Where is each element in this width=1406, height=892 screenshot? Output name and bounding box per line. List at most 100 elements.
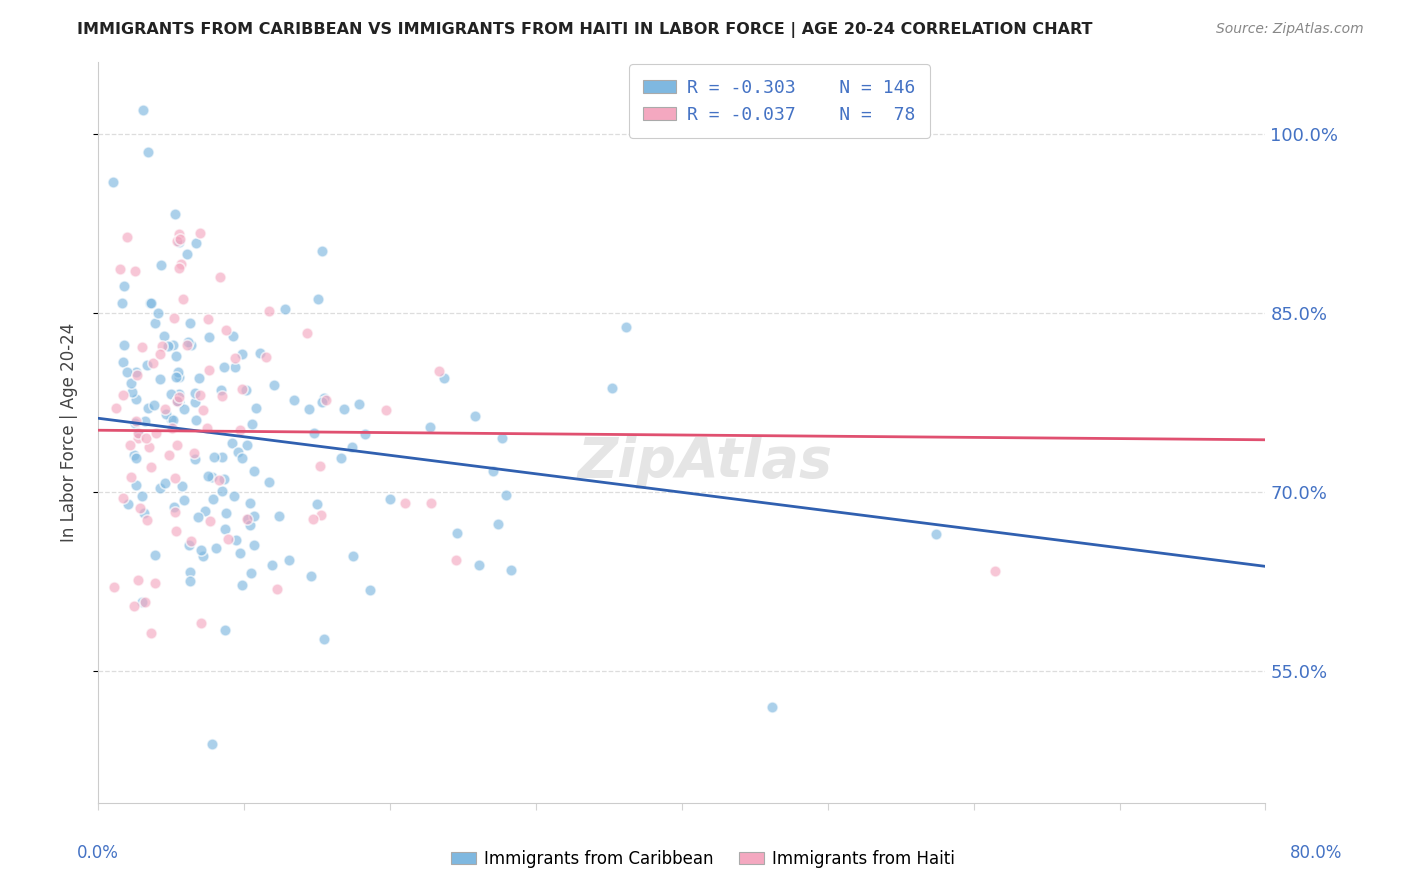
- Point: [112, 491, 135, 506]
- Point: [139, 626, 162, 640]
- Point: [184, 451, 207, 466]
- Point: [125, 365, 148, 379]
- Point: [188, 388, 211, 402]
- Point: [464, 409, 486, 423]
- Point: [420, 496, 443, 510]
- Point: [124, 264, 146, 278]
- Point: [245, 401, 267, 416]
- Point: [139, 459, 162, 474]
- Point: [159, 412, 181, 426]
- Point: [163, 504, 186, 518]
- Point: [197, 421, 219, 435]
- Point: [145, 426, 167, 441]
- Point: [124, 416, 146, 430]
- Point: [146, 305, 169, 319]
- Point: [120, 470, 142, 484]
- Point: [198, 362, 221, 376]
- Point: [225, 533, 247, 548]
- Point: [143, 398, 166, 412]
- Point: [419, 420, 441, 434]
- Point: [117, 497, 139, 511]
- Point: [134, 415, 156, 429]
- Point: [312, 391, 335, 405]
- Point: [236, 512, 259, 526]
- Point: [110, 262, 132, 277]
- Point: [115, 365, 138, 379]
- Point: [374, 403, 396, 417]
- Point: [162, 413, 184, 427]
- Point: [204, 541, 226, 555]
- Point: [243, 508, 266, 523]
- Point: [157, 339, 180, 353]
- Point: [112, 338, 135, 352]
- Point: [165, 349, 187, 363]
- Point: [115, 229, 138, 244]
- Point: [224, 351, 246, 365]
- Point: [211, 389, 233, 403]
- Point: [165, 370, 187, 384]
- Point: [239, 518, 262, 533]
- Point: [249, 346, 271, 360]
- Point: [112, 388, 135, 402]
- Point: [190, 227, 212, 241]
- Point: [311, 395, 333, 409]
- Point: [260, 558, 283, 572]
- Point: [105, 401, 128, 416]
- Point: [342, 549, 364, 563]
- Point: [501, 563, 523, 577]
- Point: [239, 566, 262, 581]
- Point: [254, 350, 277, 364]
- Point: [315, 392, 337, 407]
- Point: [153, 475, 176, 490]
- Point: [176, 246, 198, 260]
- Point: [197, 330, 219, 344]
- Point: [131, 595, 153, 609]
- Point: [302, 426, 325, 441]
- Point: [347, 397, 370, 411]
- Point: [153, 329, 176, 343]
- Point: [353, 426, 375, 441]
- Point: [169, 260, 191, 275]
- Legend: R = -0.303    N = 146, R = -0.037    N =  78: R = -0.303 N = 146, R = -0.037 N = 78: [628, 64, 929, 138]
- Point: [295, 326, 318, 340]
- Point: [283, 393, 305, 408]
- Point: [121, 384, 143, 399]
- Point: [486, 516, 509, 531]
- Point: [446, 526, 468, 541]
- Point: [312, 632, 335, 646]
- Point: [378, 491, 401, 506]
- Point: [301, 512, 323, 526]
- Point: [149, 258, 172, 272]
- Point: [242, 538, 264, 552]
- Point: [167, 227, 190, 241]
- Point: [122, 448, 145, 462]
- Point: [311, 244, 333, 259]
- Point: [231, 578, 253, 592]
- Point: [299, 568, 322, 582]
- Point: [240, 417, 263, 431]
- Point: [222, 489, 245, 503]
- Text: IMMIGRANTS FROM CARIBBEAN VS IMMIGRANTS FROM HAITI IN LABOR FORCE | AGE 20-24 CO: IMMIGRANTS FROM CARIBBEAN VS IMMIGRANTS …: [77, 22, 1092, 38]
- Point: [190, 615, 212, 630]
- Point: [208, 270, 231, 285]
- Point: [159, 386, 181, 401]
- Point: [267, 509, 290, 524]
- Point: [214, 623, 236, 637]
- Point: [176, 338, 198, 352]
- Point: [139, 296, 162, 310]
- Point: [214, 323, 236, 337]
- Point: [167, 390, 190, 404]
- Point: [138, 145, 160, 159]
- Point: [177, 335, 200, 350]
- Point: [136, 513, 159, 527]
- Point: [309, 508, 332, 522]
- Point: [111, 296, 134, 310]
- Point: [446, 553, 468, 567]
- Point: [231, 347, 253, 361]
- Point: [184, 385, 207, 400]
- Text: 80.0%: 80.0%: [1291, 844, 1343, 862]
- Point: [330, 450, 353, 465]
- Point: [215, 506, 238, 520]
- Point: [127, 425, 149, 440]
- Point: [211, 483, 233, 498]
